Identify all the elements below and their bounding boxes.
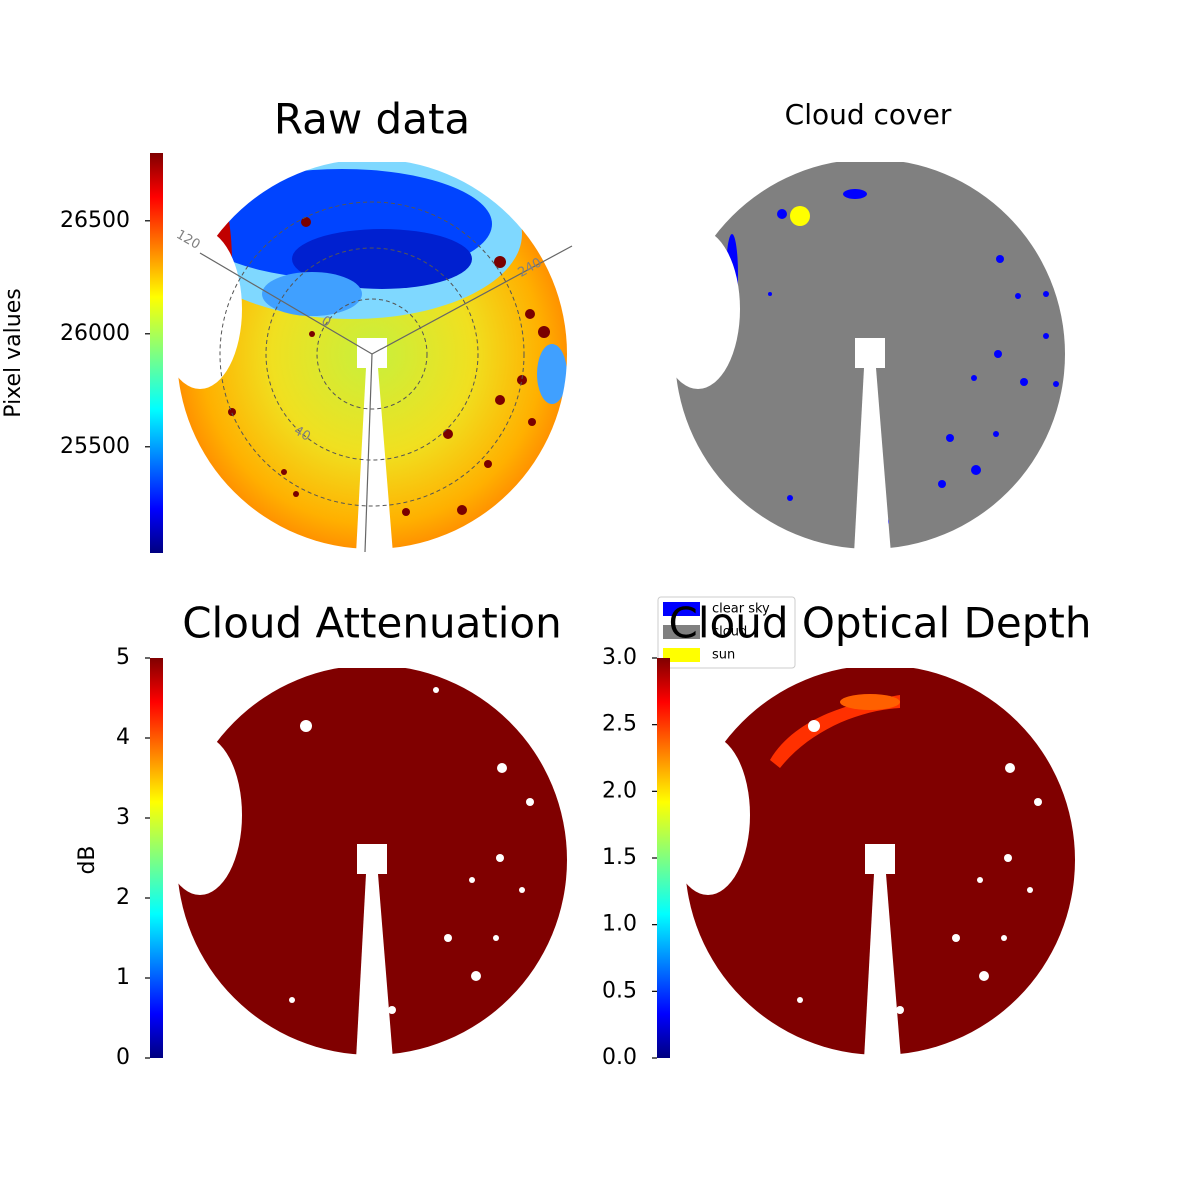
chart-title: Cloud cover <box>785 98 952 131</box>
colorbar-label: Pixel values <box>1 288 26 417</box>
colorbar-tick-label: 0 <box>116 1045 130 1070</box>
legend-swatch <box>663 625 700 639</box>
colorbar-tick-label: 3 <box>116 805 130 830</box>
optical-depth-image <box>680 660 1080 1060</box>
colorbar-tick-label: 1.5 <box>602 845 637 870</box>
colorbar-tick-label: 26500 <box>60 208 130 233</box>
colorbar-tick-label: 5 <box>116 645 130 670</box>
polar-axes <box>199 245 573 553</box>
colorbar-tick-label: 2.5 <box>602 712 637 737</box>
cloud-cover-image <box>670 154 1070 554</box>
colorbar-tick-label: 0.0 <box>602 1045 637 1070</box>
legend-label: sun <box>712 648 735 663</box>
legend-swatch <box>663 602 700 616</box>
legend-swatch <box>663 648 700 662</box>
colorbar <box>657 658 670 1058</box>
chart-title: Cloud Optical Depth <box>669 599 1092 648</box>
colorbar-tick-label: 1 <box>116 965 130 990</box>
polar-grid <box>219 201 525 507</box>
colorbar-tick-label: 4 <box>116 725 130 750</box>
colorbar-label: dB <box>75 845 100 874</box>
legend-label: cloud <box>712 625 747 640</box>
attenuation-image <box>172 660 572 1060</box>
raw-image <box>172 149 572 554</box>
colorbar-tick-label: 3.0 <box>602 645 637 670</box>
colorbar-tick-label: 2.0 <box>602 778 637 803</box>
chart-title: Cloud Attenuation <box>182 599 562 648</box>
chart-title: Raw data <box>274 95 470 144</box>
colorbar <box>150 153 163 553</box>
colorbar-tick-label: 25500 <box>60 434 130 459</box>
colorbar <box>150 658 163 1058</box>
colorbar-tick-label: 26000 <box>60 321 130 346</box>
legend-label: clear sky <box>712 602 770 617</box>
colorbar-tick-label: 0.5 <box>602 978 637 1003</box>
colorbar-tick-label: 2 <box>116 885 130 910</box>
colorbar-tick-label: 1.0 <box>602 912 637 937</box>
annotation: 40 <box>291 423 313 444</box>
